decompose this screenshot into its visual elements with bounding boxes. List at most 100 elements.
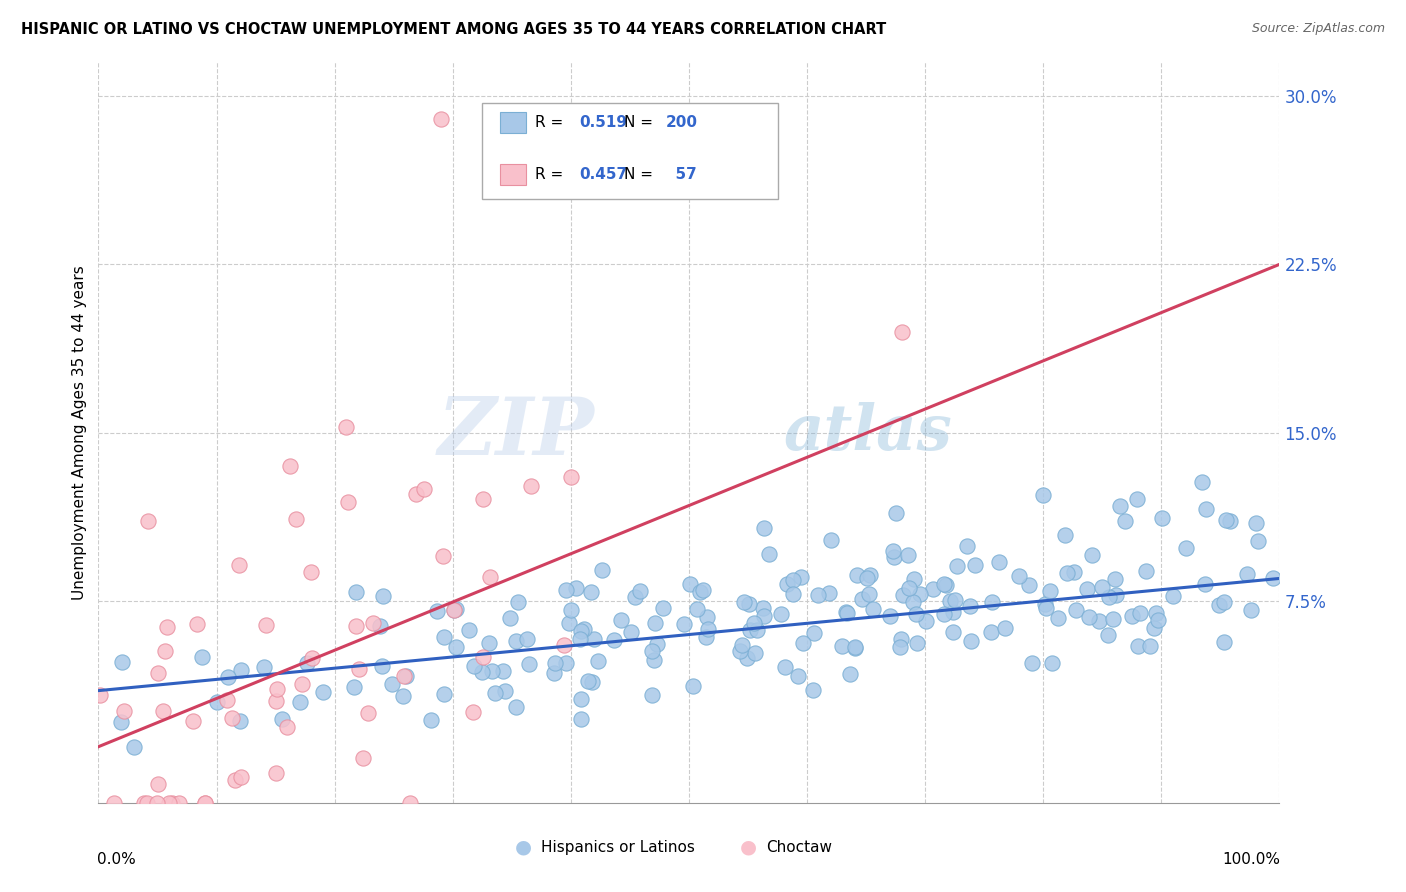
FancyBboxPatch shape bbox=[482, 103, 778, 200]
Point bbox=[890, 632, 912, 647]
Point bbox=[395, 669, 418, 683]
Point bbox=[505, 699, 527, 714]
Point bbox=[136, 514, 159, 528]
Point bbox=[1246, 516, 1268, 531]
Point bbox=[349, 662, 371, 676]
Point bbox=[689, 584, 711, 599]
Point bbox=[413, 482, 436, 496]
Point bbox=[932, 607, 955, 622]
Text: Choctaw: Choctaw bbox=[766, 839, 832, 855]
Point bbox=[391, 690, 413, 704]
Point bbox=[1147, 613, 1170, 627]
Point bbox=[859, 567, 882, 582]
Point bbox=[904, 607, 927, 622]
Point bbox=[157, 796, 180, 810]
Point bbox=[420, 713, 443, 727]
Point bbox=[569, 692, 592, 706]
Point bbox=[574, 622, 596, 636]
Point bbox=[620, 625, 643, 640]
Point bbox=[217, 670, 239, 684]
Point bbox=[270, 712, 292, 726]
Point bbox=[579, 585, 602, 599]
Point bbox=[740, 623, 762, 637]
Point bbox=[987, 555, 1010, 569]
Point bbox=[1191, 475, 1213, 490]
Point bbox=[557, 616, 579, 631]
Point bbox=[1081, 548, 1104, 562]
Point bbox=[463, 706, 485, 720]
Point bbox=[959, 599, 981, 613]
Point bbox=[858, 587, 880, 601]
Point bbox=[591, 563, 613, 577]
Point bbox=[752, 521, 775, 535]
Point bbox=[745, 623, 768, 637]
Point bbox=[1236, 567, 1258, 582]
Point bbox=[471, 650, 494, 665]
Point bbox=[443, 603, 465, 617]
Point bbox=[371, 590, 394, 604]
Point bbox=[392, 669, 415, 683]
Point bbox=[266, 682, 288, 697]
Point bbox=[484, 686, 506, 700]
Point bbox=[426, 603, 449, 617]
Text: 0.457: 0.457 bbox=[579, 167, 627, 182]
Point bbox=[908, 587, 931, 601]
Point bbox=[569, 712, 592, 726]
Point bbox=[205, 695, 228, 709]
Point bbox=[291, 676, 314, 690]
Point bbox=[628, 583, 651, 598]
Point bbox=[560, 603, 582, 617]
Text: 200: 200 bbox=[665, 115, 697, 130]
Point bbox=[801, 682, 824, 697]
Point bbox=[845, 568, 868, 582]
Point bbox=[221, 710, 243, 724]
Point bbox=[478, 570, 501, 584]
Point bbox=[915, 614, 938, 628]
Point bbox=[835, 606, 858, 620]
Point bbox=[624, 590, 647, 604]
Point bbox=[1088, 614, 1111, 628]
Point bbox=[443, 602, 465, 616]
Point bbox=[1114, 514, 1136, 528]
Point bbox=[569, 632, 592, 646]
Point bbox=[301, 651, 323, 665]
Point bbox=[731, 638, 754, 652]
Point bbox=[1144, 606, 1167, 620]
Point bbox=[835, 605, 858, 619]
Point bbox=[253, 659, 276, 673]
Point bbox=[231, 770, 253, 784]
Point bbox=[1098, 590, 1121, 604]
Point bbox=[792, 636, 814, 650]
Text: 0.519: 0.519 bbox=[579, 115, 627, 130]
Point bbox=[582, 632, 605, 646]
Point bbox=[335, 419, 357, 434]
Point bbox=[1143, 621, 1166, 635]
Point bbox=[905, 636, 928, 650]
Point bbox=[352, 751, 374, 765]
Point bbox=[851, 592, 873, 607]
Point bbox=[478, 636, 501, 650]
Point bbox=[146, 796, 169, 810]
Point bbox=[228, 558, 250, 573]
Point bbox=[645, 637, 668, 651]
Text: 0.0%: 0.0% bbox=[97, 852, 136, 867]
Point bbox=[471, 665, 494, 680]
Point bbox=[254, 618, 277, 632]
Point bbox=[148, 665, 170, 680]
Text: 57: 57 bbox=[665, 167, 697, 182]
Point bbox=[1105, 588, 1128, 602]
Point bbox=[505, 633, 527, 648]
Point bbox=[1126, 639, 1149, 653]
Point bbox=[517, 657, 540, 672]
Point bbox=[160, 796, 183, 810]
Point bbox=[299, 565, 322, 579]
Point bbox=[186, 617, 208, 632]
Point bbox=[1047, 611, 1070, 625]
Point bbox=[1108, 500, 1130, 514]
Point bbox=[1018, 578, 1040, 592]
FancyBboxPatch shape bbox=[501, 164, 526, 185]
Point bbox=[686, 602, 709, 616]
Point bbox=[1139, 639, 1161, 653]
Point bbox=[167, 796, 190, 810]
Point bbox=[1126, 492, 1149, 507]
